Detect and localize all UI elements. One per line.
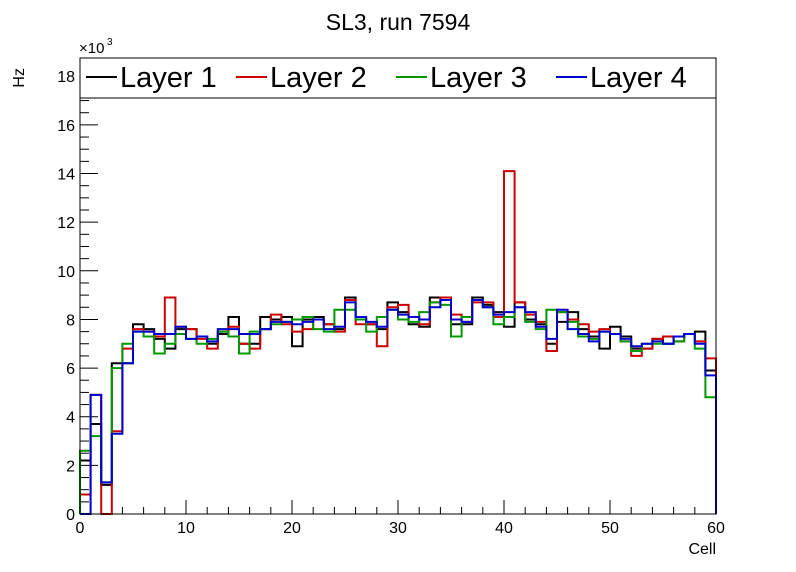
legend-label-layer-1: Layer 1 — [120, 62, 217, 94]
legend-label-layer-3: Layer 3 — [430, 62, 527, 94]
series-line-layer-4 — [80, 298, 717, 515]
y-tick-label: 18 — [57, 69, 75, 86]
legend: Layer 1 Layer 2 Layer 3 Layer 4 — [79, 57, 717, 99]
x-tick-label: 20 — [283, 520, 301, 537]
y-tick-label: 10 — [57, 264, 75, 281]
y-tick-label: 12 — [57, 215, 75, 232]
legend-label-layer-4: Layer 4 — [590, 62, 687, 94]
x-tick-label: 10 — [177, 520, 195, 537]
series-group — [79, 170, 717, 515]
x-tick-label: 0 — [76, 520, 85, 537]
axis-ticks: 0 10 20 30 40 50 60 0 2 4 6 8 10 12 14 16 18 — [57, 63, 725, 537]
x-tick-label: 50 — [601, 520, 619, 537]
y-tick-label: 16 — [57, 118, 75, 135]
x-tick-label: 30 — [389, 520, 407, 537]
y-multiplier-base: ×10 — [79, 40, 104, 57]
y-tick-label: 4 — [66, 410, 75, 427]
chart-title: SL3, run 7594 — [326, 9, 471, 35]
y-tick-label: 14 — [57, 167, 75, 184]
y-tick-label: 6 — [66, 361, 75, 378]
y-multiplier-exponent: 3 — [107, 37, 113, 48]
y-tick-label: 2 — [66, 458, 75, 475]
x-tick-label: 60 — [707, 520, 725, 537]
x-axis-label: Cell — [688, 541, 716, 558]
legend-label-layer-2: Layer 2 — [270, 62, 367, 94]
y-axis-label: Hz — [11, 68, 28, 88]
y-tick-label: 0 — [66, 507, 75, 524]
x-tick-label: 40 — [495, 520, 513, 537]
y-tick-label: 8 — [66, 312, 75, 329]
y-axis-multiplier: ×10 3 — [79, 37, 113, 57]
plot-frame — [79, 57, 717, 515]
